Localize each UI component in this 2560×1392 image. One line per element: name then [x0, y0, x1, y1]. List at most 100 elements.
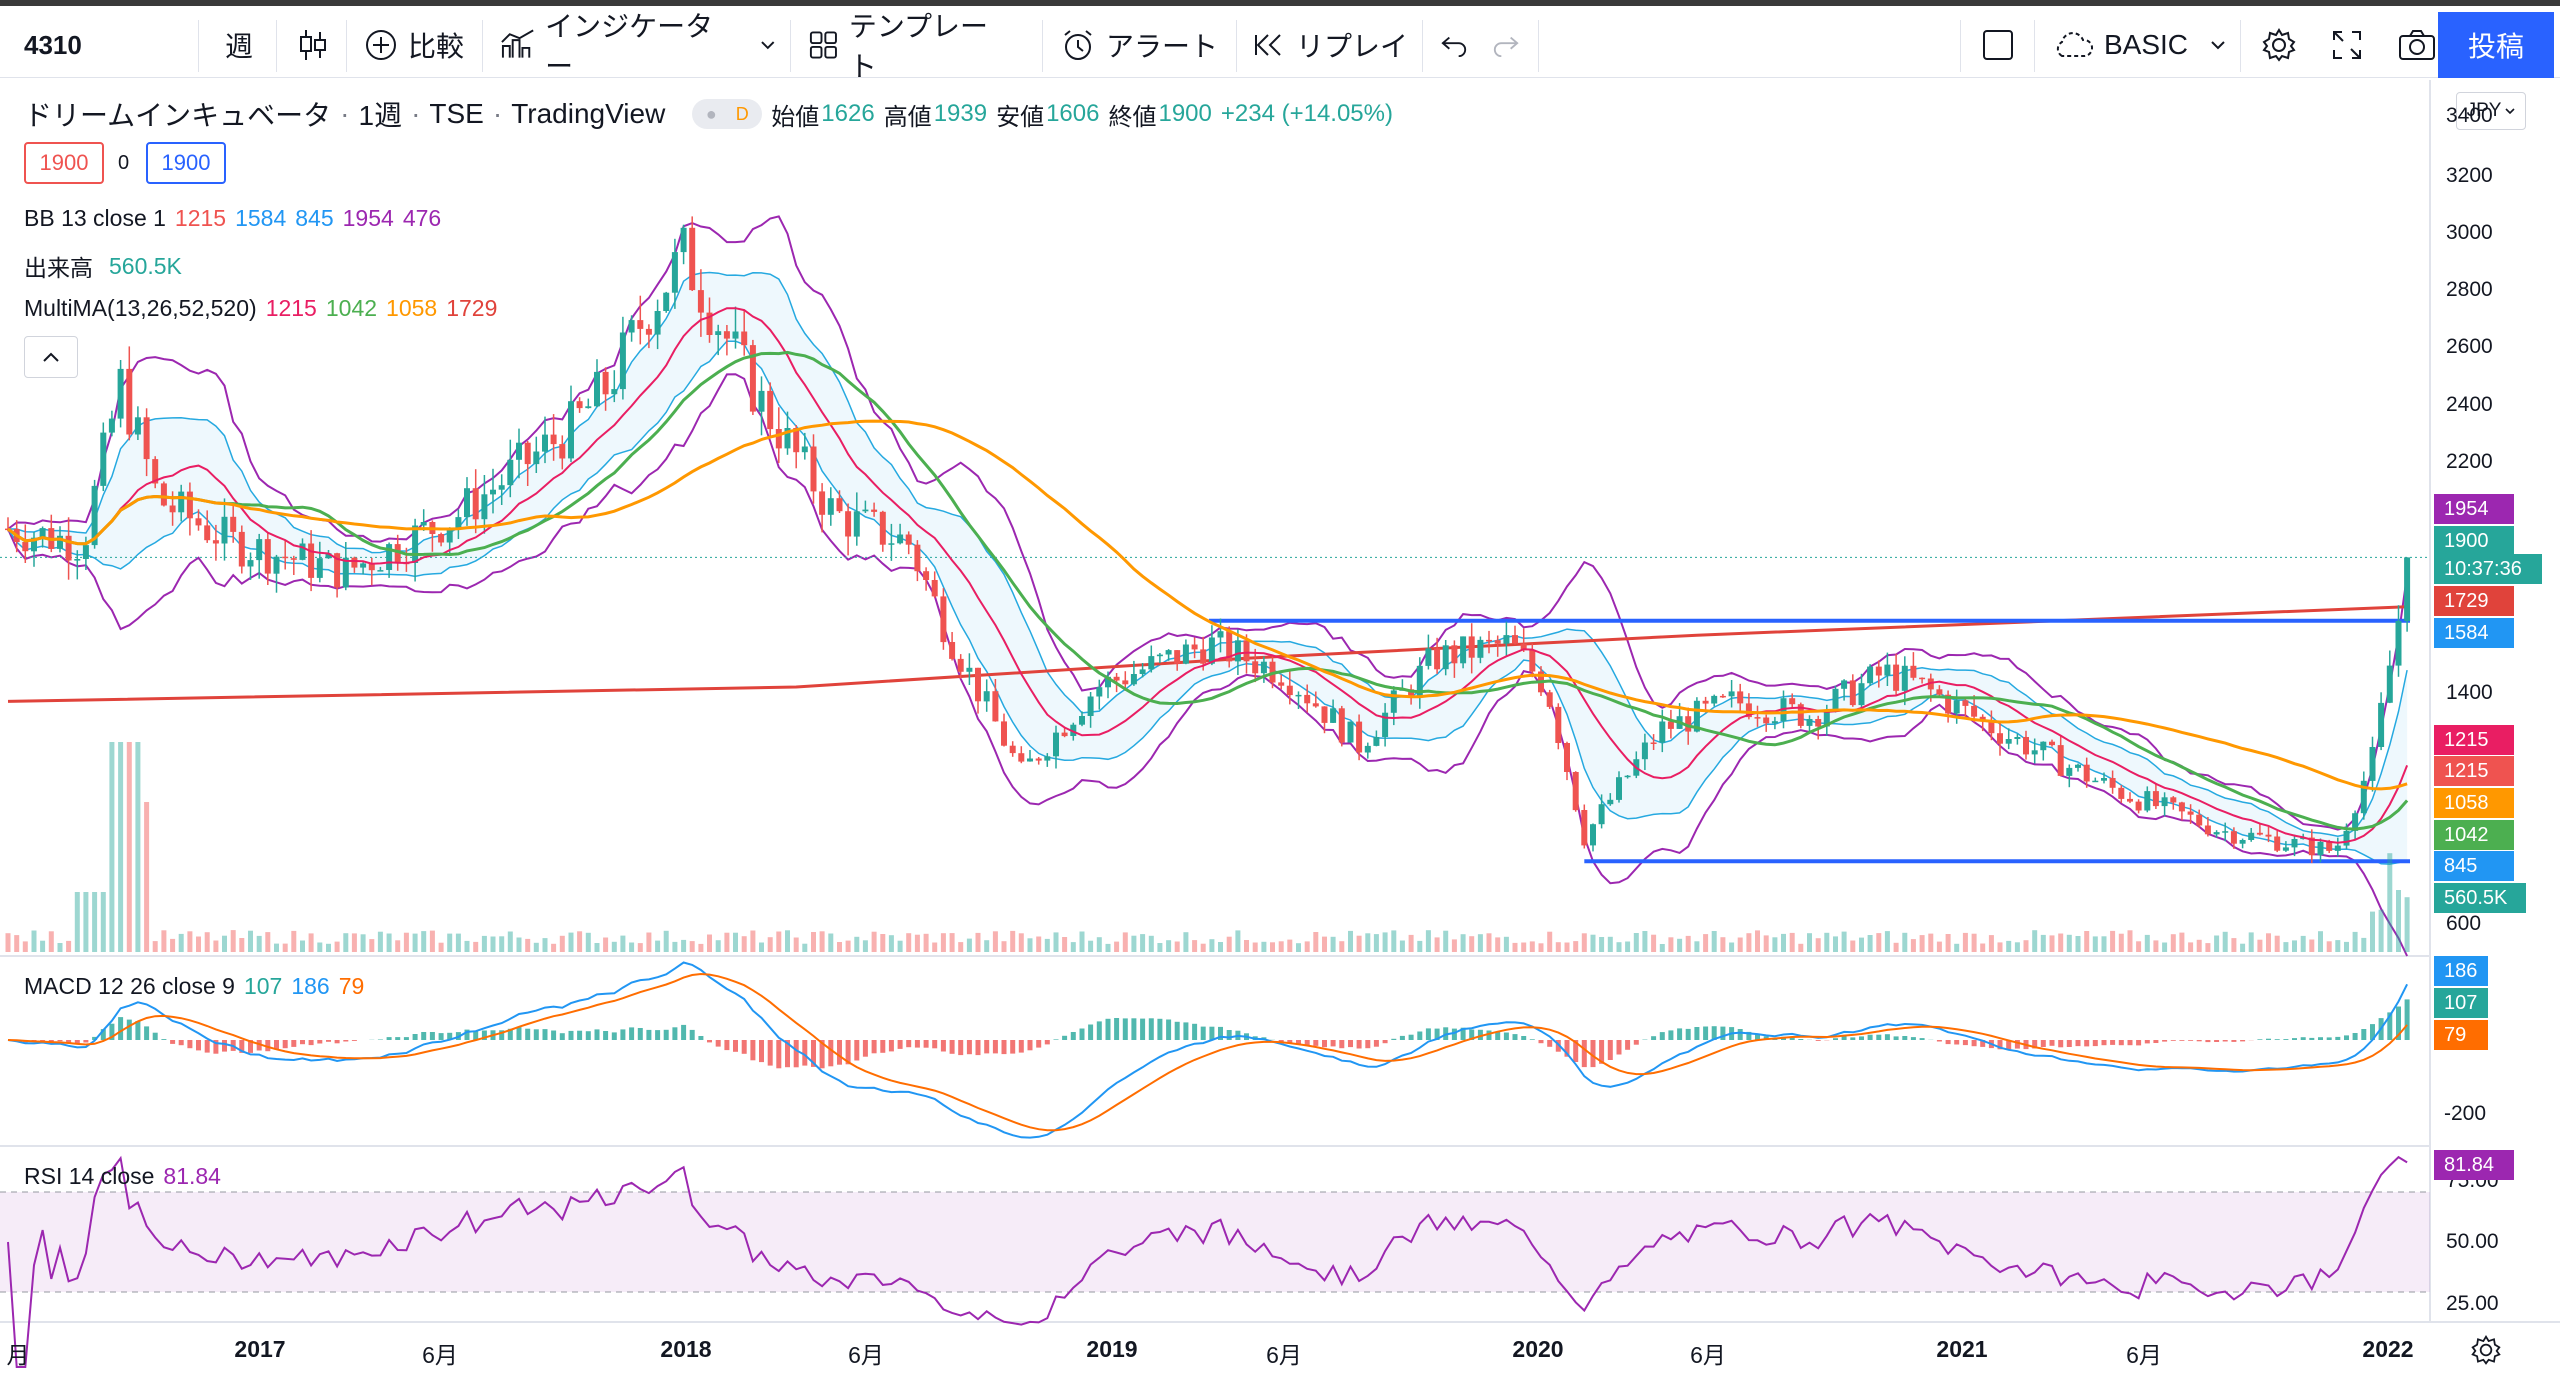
candle-body — [498, 485, 505, 490]
candle-body — [559, 444, 566, 459]
indicators-button[interactable]: インジケーター — [488, 11, 788, 82]
volume-bar — [1166, 940, 1172, 952]
macd-histogram-bar — [1893, 1036, 1899, 1040]
price-axis-label: 3000 — [2446, 221, 2493, 244]
volume-bar — [118, 742, 124, 952]
collapse-legend-button[interactable] — [24, 336, 78, 378]
candle-body — [299, 543, 306, 560]
volume-bar — [1313, 932, 1319, 952]
ma26-line — [7, 350, 2409, 831]
macd-histogram-bar — [66, 1040, 72, 1043]
macd-histogram-bar — [274, 1040, 279, 1050]
candle-body — [2282, 847, 2289, 851]
bb-legend[interactable]: BB 13 close 1 1215 1584 845 1954 476 — [24, 205, 450, 232]
symbol-search-button[interactable]: 4310 — [12, 12, 192, 78]
rsi-value: 81.84 — [163, 1163, 221, 1189]
layout-menu-button[interactable]: BASIC — [2040, 12, 2238, 78]
chart-type-button[interactable] — [282, 12, 344, 78]
macd-histogram-bar — [2170, 1040, 2176, 1041]
macd-histogram-bar — [499, 1030, 505, 1040]
volume-bar — [559, 935, 565, 952]
macd-histogram-bar — [1027, 1040, 1033, 1051]
time-axis-month-label: 6月 — [422, 1342, 458, 1368]
macd-histogram-bar — [1910, 1037, 1916, 1040]
volume-bar — [1218, 942, 1223, 952]
macd-histogram-bar — [1945, 1040, 1951, 1045]
macd-histogram-bar — [1391, 1038, 1397, 1040]
candle-body — [2014, 737, 2021, 739]
macd-histogram-bar — [308, 1040, 314, 1046]
candle-body — [975, 667, 981, 702]
volume-bar — [2127, 930, 2133, 952]
volume-bar — [1451, 939, 1457, 952]
volume-bar — [1945, 934, 1951, 952]
macd-histogram-bar — [1053, 1039, 1059, 1040]
macd-histogram-bar — [2326, 1037, 2332, 1040]
macd-histogram-bar — [1434, 1028, 1440, 1040]
macd-histogram-bar — [1590, 1040, 1596, 1068]
currency-button[interactable]: JPY — [2456, 92, 2526, 130]
macd-histogram-bar — [2300, 1037, 2306, 1040]
volume-bar — [2179, 932, 2185, 952]
candle-body — [568, 401, 574, 459]
volume-bar — [2352, 931, 2358, 952]
macd-histogram-bar — [1330, 1040, 1336, 1047]
buy-button[interactable]: 1900 — [146, 142, 226, 184]
replay-rewind-icon — [1255, 34, 1281, 56]
candle-body — [602, 371, 609, 395]
candle-body — [2230, 831, 2237, 844]
volume-value: 560.5K — [109, 252, 182, 279]
candle-body — [446, 527, 453, 543]
candle-body — [1849, 680, 1856, 706]
undo-button[interactable] — [1428, 12, 1480, 78]
sell-button[interactable]: 1900 — [24, 142, 104, 184]
indicators-icon — [501, 29, 534, 58]
templates-button[interactable]: テンプレート — [796, 11, 1022, 82]
candle-body — [1208, 637, 1215, 664]
templates-label: テンプレート — [848, 11, 989, 82]
volume-bar — [594, 943, 600, 952]
candle-body — [1356, 721, 1363, 753]
macd-histogram-bar — [551, 1030, 557, 1040]
macd-histogram-bar — [914, 1040, 920, 1048]
compare-button[interactable]: 比較 — [352, 12, 478, 78]
volume-bar — [1391, 930, 1397, 952]
volume-bar — [1261, 941, 1267, 952]
fullscreen-layout-button[interactable] — [1966, 12, 2030, 78]
fullscreen-button[interactable] — [2314, 12, 2380, 78]
replay-button[interactable]: リプレイ — [1242, 12, 1420, 78]
candle-body — [1503, 635, 1510, 644]
macd-histogram-bar — [637, 1028, 643, 1040]
snapshot-button[interactable] — [2384, 12, 2450, 78]
volume-bar — [551, 943, 557, 952]
macd-histogram-bar — [603, 1031, 609, 1040]
time-axis-settings-button[interactable] — [2470, 1334, 2502, 1371]
macd-histogram-bar — [1521, 1036, 1527, 1040]
candle-body — [1841, 680, 1848, 689]
candle-body — [186, 491, 193, 519]
volume-bar — [1798, 943, 1804, 952]
macd-histogram-bar — [2014, 1040, 2020, 1049]
price-tag: 1215 — [2434, 725, 2514, 755]
settings-button[interactable] — [2246, 12, 2312, 78]
alert-button[interactable]: アラート — [1048, 12, 1234, 78]
candle-body — [2386, 665, 2393, 703]
macd-histogram-bar — [1001, 1040, 1007, 1055]
candle-body — [2265, 834, 2272, 837]
macd-histogram-bar — [204, 1040, 210, 1053]
volume-bar — [724, 932, 730, 952]
volume-bar — [1348, 930, 1353, 952]
macd-legend[interactable]: MACD 12 26 close 9 107 186 79 — [24, 973, 373, 1000]
interval-button[interactable]: 週 — [206, 12, 272, 78]
candle-body — [715, 331, 722, 335]
post-button[interactable]: 投稿 — [2438, 12, 2554, 78]
volume-bar — [1555, 942, 1561, 952]
rsi-legend[interactable]: RSI 14 close 81.84 — [24, 1163, 230, 1190]
candle-body — [1096, 687, 1103, 697]
multima-legend[interactable]: MultiMA(13,26,52,520) 1215 1042 1058 172… — [24, 295, 506, 322]
market-status-badge[interactable]: ● D — [692, 99, 763, 129]
redo-button[interactable] — [1480, 12, 1532, 78]
volume-legend[interactable]: 出来高 560.5K — [24, 249, 191, 283]
macd-histogram-bar — [2361, 1029, 2367, 1040]
